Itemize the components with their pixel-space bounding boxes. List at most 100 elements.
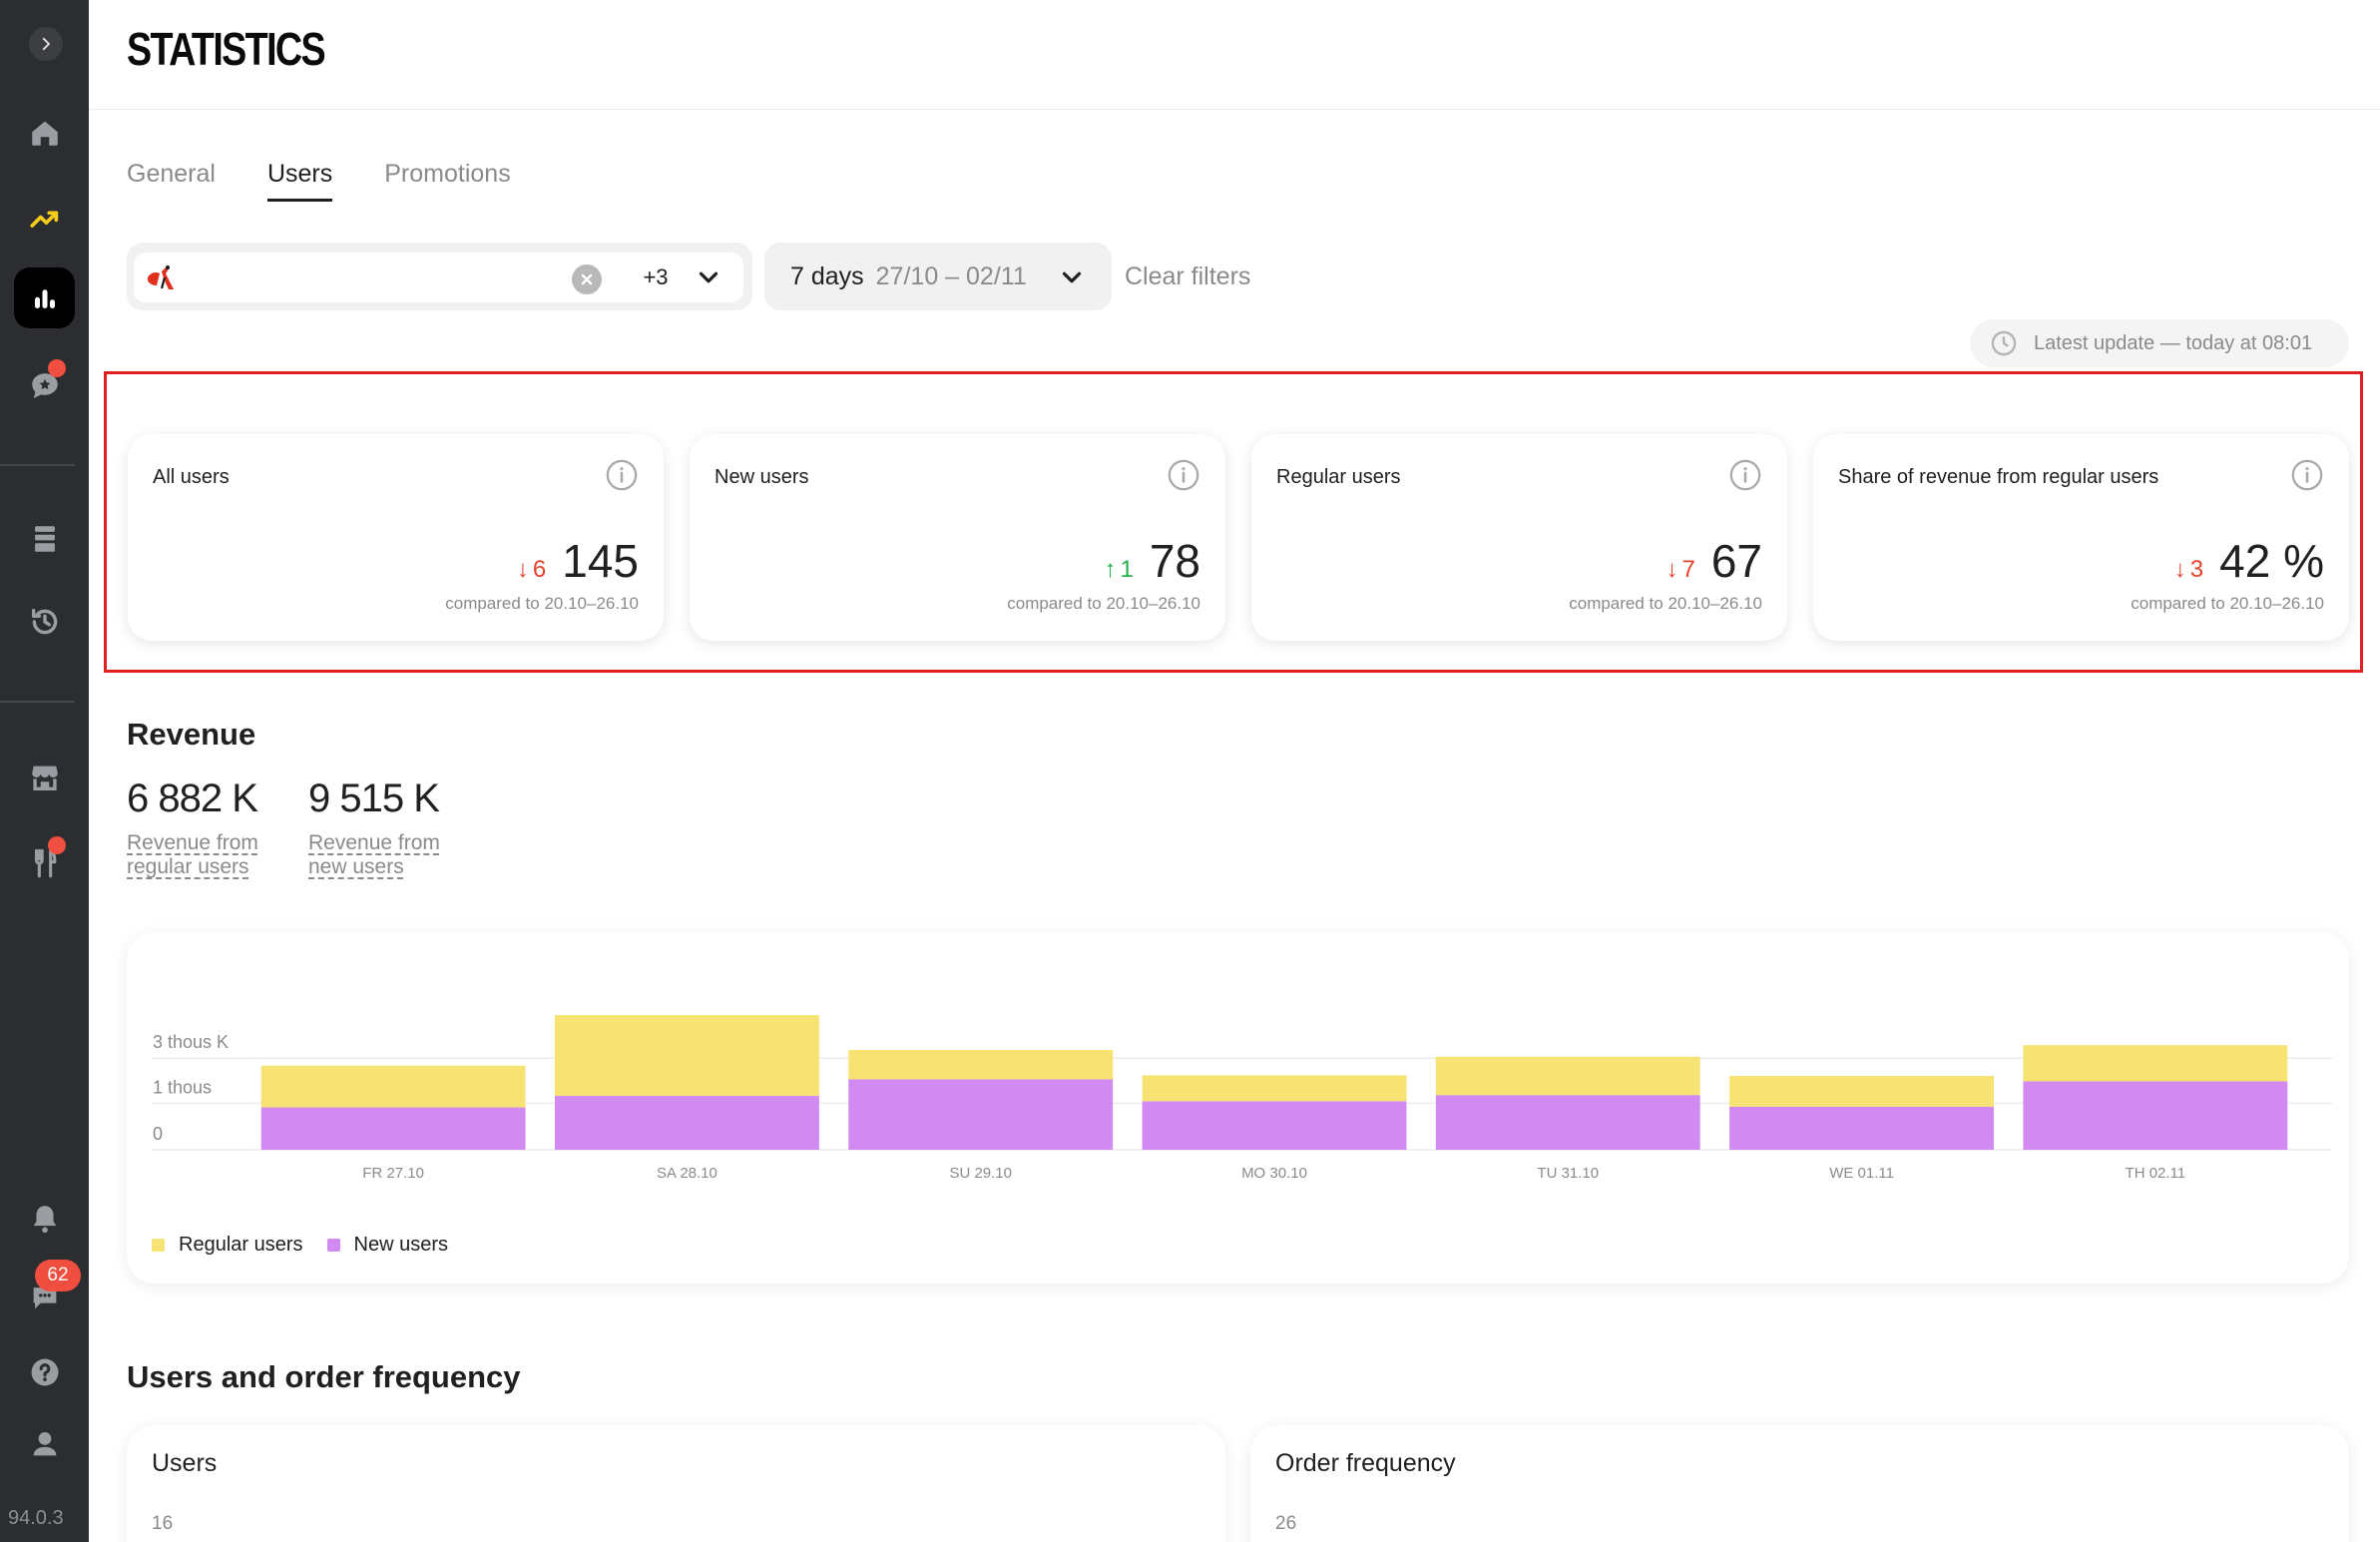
users-card: Users 16 [127, 1425, 1225, 1542]
period-select[interactable]: 7 days 27/10 – 02/11 [764, 243, 1112, 310]
page-header: STATISTICS [89, 0, 2380, 110]
kpi-value: 145 [562, 535, 639, 587]
chevron-down-icon [1062, 271, 1082, 283]
close-icon [581, 273, 593, 285]
history-icon [31, 608, 57, 635]
page-title: STATISTICS [127, 23, 326, 75]
sidebar-item-reviews[interactable] [0, 369, 89, 403]
revenue-new-stat: 9 515 K Revenue from new users [308, 776, 448, 879]
x-tick-label: FR 27.10 [362, 1165, 424, 1182]
revenue-title: Revenue [127, 717, 256, 752]
tab-promotions[interactable]: Promotions [384, 160, 511, 188]
latest-update-text: Latest update — today at 08:01 [2034, 331, 2313, 354]
bar-regular-users [1435, 1056, 1700, 1096]
kpi-delta-value: 3 [2189, 556, 2204, 583]
reviews-icon [31, 373, 58, 399]
chevron-down-icon[interactable] [694, 262, 723, 292]
order-frequency-axis-tick: 26 [1275, 1513, 1297, 1534]
kpi-card-all-users: All users ↓ 6 145 compared to 20.10–26.10 [128, 434, 664, 641]
kpi-main: ↓ 7 67 [1666, 534, 1762, 588]
kpi-compare: compared to 20.10–26.10 [1569, 594, 1762, 613]
kpi-compare: compared to 20.10–26.10 [2131, 594, 2324, 613]
sidebar-item-notifications[interactable] [0, 1202, 89, 1236]
sidebar-item-support[interactable] [0, 1427, 89, 1461]
info-icon[interactable] [605, 458, 639, 492]
tab-general[interactable]: General [127, 160, 216, 188]
revenue-chart-card: 0 1 thous 3 thous K FR 27.10 SA 28.10 SU 29.1… [127, 932, 2349, 1284]
bar-regular-users [848, 1049, 1114, 1080]
arrow-down-icon: ↓ [1666, 556, 1678, 583]
kpi-card-regular-users: Regular users ↓ 7 67 compared to 20.10–26… [1251, 434, 1787, 641]
sidebar-item-chat[interactable] [0, 1281, 89, 1314]
users-card-title: Users [152, 1449, 218, 1477]
kpi-value: 42 % [2219, 535, 2324, 587]
legend-item-new[interactable]: New users [326, 1234, 448, 1257]
clear-filters-button[interactable]: Clear filters [1125, 262, 1251, 290]
sidebar-item-history[interactable] [0, 605, 89, 639]
kpi-delta-value: 6 [532, 556, 547, 583]
arrow-down-icon: ↓ [516, 556, 529, 583]
reviews-notification-dot [48, 359, 66, 377]
kpi-card-revenue-share: Share of revenue from regular users ↓ 3 4… [1813, 434, 2349, 641]
kpi-compare: compared to 20.10–26.10 [445, 594, 639, 613]
sidebar: 62 94.0.3 [0, 0, 89, 1542]
bar-regular-users [555, 1015, 819, 1096]
period-days: 7 days [790, 261, 864, 290]
sidebar-item-store[interactable] [0, 761, 89, 794]
x-tick-label: TH 02.11 [2126, 1165, 2186, 1182]
kpi-main: ↓ 3 42 % [2174, 534, 2324, 588]
kpi-main: ↓ 6 145 [517, 534, 639, 588]
users-axis-tick: 16 [152, 1513, 174, 1534]
bar-regular-users [2023, 1045, 2288, 1082]
clock-icon [1991, 330, 2017, 356]
restaurant-notification-dot [48, 836, 66, 854]
sidebar-item-restaurant[interactable] [0, 846, 89, 880]
revenue-value: 6 882 K [127, 776, 258, 820]
kpi-card-new-users: New users ↑ 1 78 compared to 20.10–26.10 [690, 434, 1225, 641]
bar-new-users [260, 1107, 526, 1150]
clear-restaurant-button[interactable] [572, 264, 602, 294]
sidebar-item-statistics[interactable] [14, 267, 75, 328]
x-tick-label: MO 30.10 [1241, 1165, 1307, 1182]
app-version: 94.0.3 [8, 1507, 64, 1529]
tab-bar: General Users Promotions [127, 160, 511, 202]
kpi-value: 78 [1149, 535, 1200, 587]
help-icon [31, 1358, 58, 1386]
sidebar-toggle-button[interactable] [29, 27, 63, 61]
x-tick-label: TU 31.10 [1537, 1165, 1599, 1182]
arrow-down-icon: ↓ [2173, 556, 2186, 583]
kpi-label: New users [714, 466, 809, 488]
bar-new-users [848, 1079, 1114, 1150]
kpi-compare: compared to 20.10–26.10 [1007, 594, 1200, 613]
revenue-label[interactable]: Revenue from regular users [127, 831, 258, 878]
bar-new-users [1729, 1106, 1994, 1150]
kpi-value: 67 [1710, 535, 1762, 587]
tab-users[interactable]: Users [266, 160, 333, 202]
bar-regular-users [260, 1065, 526, 1108]
revenue-label[interactable]: Revenue from new users [308, 831, 440, 878]
legend-swatch-regular [152, 1239, 165, 1252]
kpi-delta: ↓ 7 [1666, 556, 1694, 584]
more-restaurants-badge[interactable]: +3 [625, 253, 687, 302]
sidebar-item-help[interactable] [0, 1355, 89, 1389]
kpi-delta: ↓ 3 [2174, 556, 2203, 584]
order-frequency-card: Order frequency 26 [1250, 1425, 2349, 1542]
menu-book-icon [34, 526, 55, 552]
legend-item-regular[interactable]: Regular users [152, 1234, 303, 1257]
info-icon[interactable] [1728, 458, 1762, 492]
chat-icon [33, 1287, 56, 1309]
bar-new-users [555, 1095, 819, 1150]
sidebar-item-trends[interactable] [0, 202, 89, 236]
bar-new-users [1435, 1095, 1700, 1150]
kpi-main: ↑ 1 78 [1104, 534, 1200, 588]
info-icon[interactable] [1167, 458, 1200, 492]
legend-label: Regular users [179, 1234, 303, 1256]
y-tick-label: 1 thous [153, 1077, 212, 1097]
info-icon[interactable] [2290, 458, 2324, 492]
sidebar-item-home[interactable] [0, 116, 89, 150]
kpi-delta: ↑ 1 [1104, 556, 1133, 584]
sidebar-item-menu[interactable] [0, 522, 89, 556]
bar-regular-users [1729, 1076, 1994, 1107]
restaurant-logo-icon [147, 265, 174, 289]
bar-chart-icon [34, 288, 55, 308]
